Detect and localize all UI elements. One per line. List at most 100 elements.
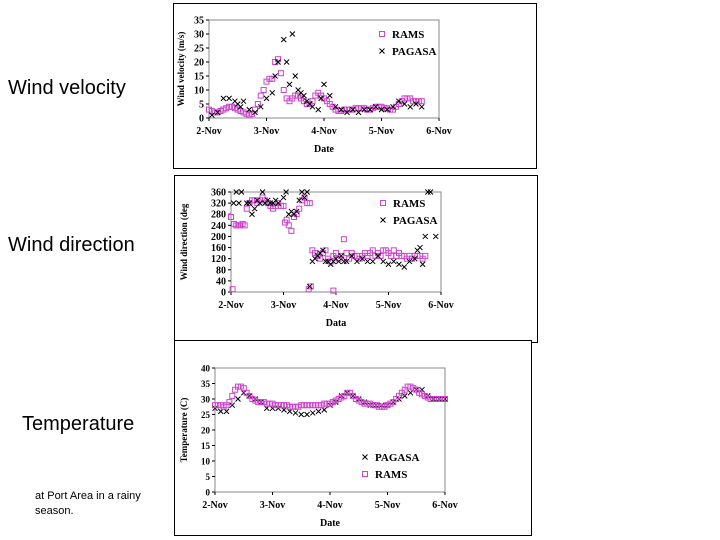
rams-point [306, 200, 313, 207]
pagasa-point [411, 255, 418, 262]
y-tick-label: 160 [211, 243, 226, 254]
pagasa-point [369, 258, 376, 265]
pagasa-point [372, 103, 379, 110]
rams-point [296, 205, 303, 212]
y-tick-label: 40 [201, 364, 211, 374]
pagasa-point [299, 189, 305, 195]
legend: RAMS PAGASA [379, 29, 436, 58]
y-tick-label: 30 [194, 30, 204, 41]
y-tick-label: 15 [201, 441, 211, 451]
rams-point [241, 222, 248, 229]
x-axis-label: Date [320, 518, 341, 529]
x-tick-label: 4-Nov [323, 300, 349, 311]
pagasa-point [237, 103, 244, 110]
series-pagasa [212, 386, 448, 418]
velocity-chart-panel: 0 5 10 15 20 25 30 35 2-Nov 3-Nov 4-Nov 5-Nov 6-Nov D… [173, 3, 537, 169]
pagasa-point [348, 253, 355, 259]
rams-point [343, 250, 350, 257]
y-tick-label: 40 [216, 276, 226, 287]
rams-point [442, 396, 448, 402]
pagasa-point [280, 194, 287, 201]
y-axis-label: Temperature (C) [179, 398, 189, 463]
y-tick-label: 360 [211, 188, 226, 199]
x-tick-label: 5-Nov [369, 126, 395, 137]
pagasa-point [275, 59, 281, 65]
wind-velocity-label: Wind velocity [8, 77, 126, 99]
y-tick-label: 35 [194, 16, 204, 27]
pagasa-point [417, 244, 423, 251]
pagasa-point [292, 73, 299, 79]
pagasa-point [390, 258, 397, 265]
pagasa-point [338, 253, 345, 259]
x-tick-label: 2-Nov [218, 300, 244, 311]
rams-point [229, 286, 236, 293]
pagasa-point [309, 410, 316, 416]
pagasa-point [286, 81, 293, 88]
pagasa-point [341, 258, 347, 265]
pagasa-point [212, 405, 218, 412]
y-axis-label: Wind direction (deg [179, 203, 189, 280]
pagasa-point [395, 98, 402, 105]
pagasa-point [226, 95, 232, 102]
legend-label-pagasa: PAGASA [392, 46, 436, 58]
pagasa-point [214, 109, 221, 116]
y-tick-label: 200 [211, 232, 226, 243]
x-axis-label: Date [314, 144, 335, 155]
pagasa-point [332, 103, 339, 110]
series-rams [212, 383, 448, 410]
y-tick-label: 30 [201, 395, 211, 405]
legend-label-pagasa: PAGASA [375, 452, 419, 464]
temperature-label: Temperature [22, 413, 135, 435]
pagasa-point [246, 393, 253, 399]
pagasa-point [289, 31, 296, 37]
y-tick-label: 280 [211, 210, 226, 221]
y-tick-label: 35 [201, 379, 211, 389]
pagasa-point [407, 103, 414, 110]
legend-marker-rams [380, 200, 386, 206]
pagasa-point [220, 95, 227, 102]
legend-label-rams: RAMS [393, 198, 425, 210]
pagasa-point [413, 101, 419, 107]
rams-point [283, 216, 290, 223]
temperature-chart-panel: 0 5 10 15 20 25 30 35 40 2-Nov 3-Nov 4-Nov 5-Nov 6-No… [174, 340, 532, 536]
pagasa-point [318, 95, 324, 102]
series-pagasa [230, 189, 439, 290]
pagasa-point [280, 36, 287, 43]
pagasa-point [301, 194, 308, 201]
y-tick-label: 0 [199, 114, 204, 125]
pagasa-point [249, 211, 255, 218]
x-tick-label: 3-Nov [254, 126, 280, 137]
pagasa-point [432, 233, 439, 240]
rams-point [269, 75, 276, 82]
y-tick-label: 25 [194, 44, 204, 55]
x-tick-label: 4-Nov [311, 126, 337, 137]
pagasa-point [401, 393, 408, 399]
pagasa-point [240, 98, 247, 105]
legend-label-pagasa: PAGASA [393, 215, 437, 227]
x-tick-label: 6-Nov [428, 300, 454, 311]
pagasa-point [320, 247, 326, 254]
x-tick-label: 4-Nov [317, 500, 343, 511]
pagasa-point [238, 189, 245, 195]
rams-point [280, 87, 287, 93]
y-axis-label: Wind velocity (m/s) [176, 32, 186, 107]
pagasa-point [230, 200, 237, 206]
rams-point [422, 252, 429, 259]
pagasa-point [209, 112, 215, 119]
y-tick-label: 80 [216, 265, 226, 276]
pagasa-point [401, 264, 408, 270]
legend-label-rams: RAMS [375, 469, 407, 481]
pagasa-point [292, 410, 299, 416]
pagasa-point [283, 189, 289, 195]
rams-point [243, 205, 250, 212]
pagasa-point [309, 103, 316, 110]
x-tick-label: 2-Nov [196, 126, 222, 137]
x-tick-label: 6-Nov [426, 126, 452, 137]
rams-point [229, 392, 236, 399]
pagasa-point [259, 189, 266, 195]
y-tick-label: 20 [194, 58, 204, 69]
y-tick-label: 120 [211, 254, 226, 265]
y-tick-label: 0 [206, 488, 211, 498]
x-tick-label: 3-Nov [260, 500, 286, 511]
pagasa-point [427, 189, 434, 195]
